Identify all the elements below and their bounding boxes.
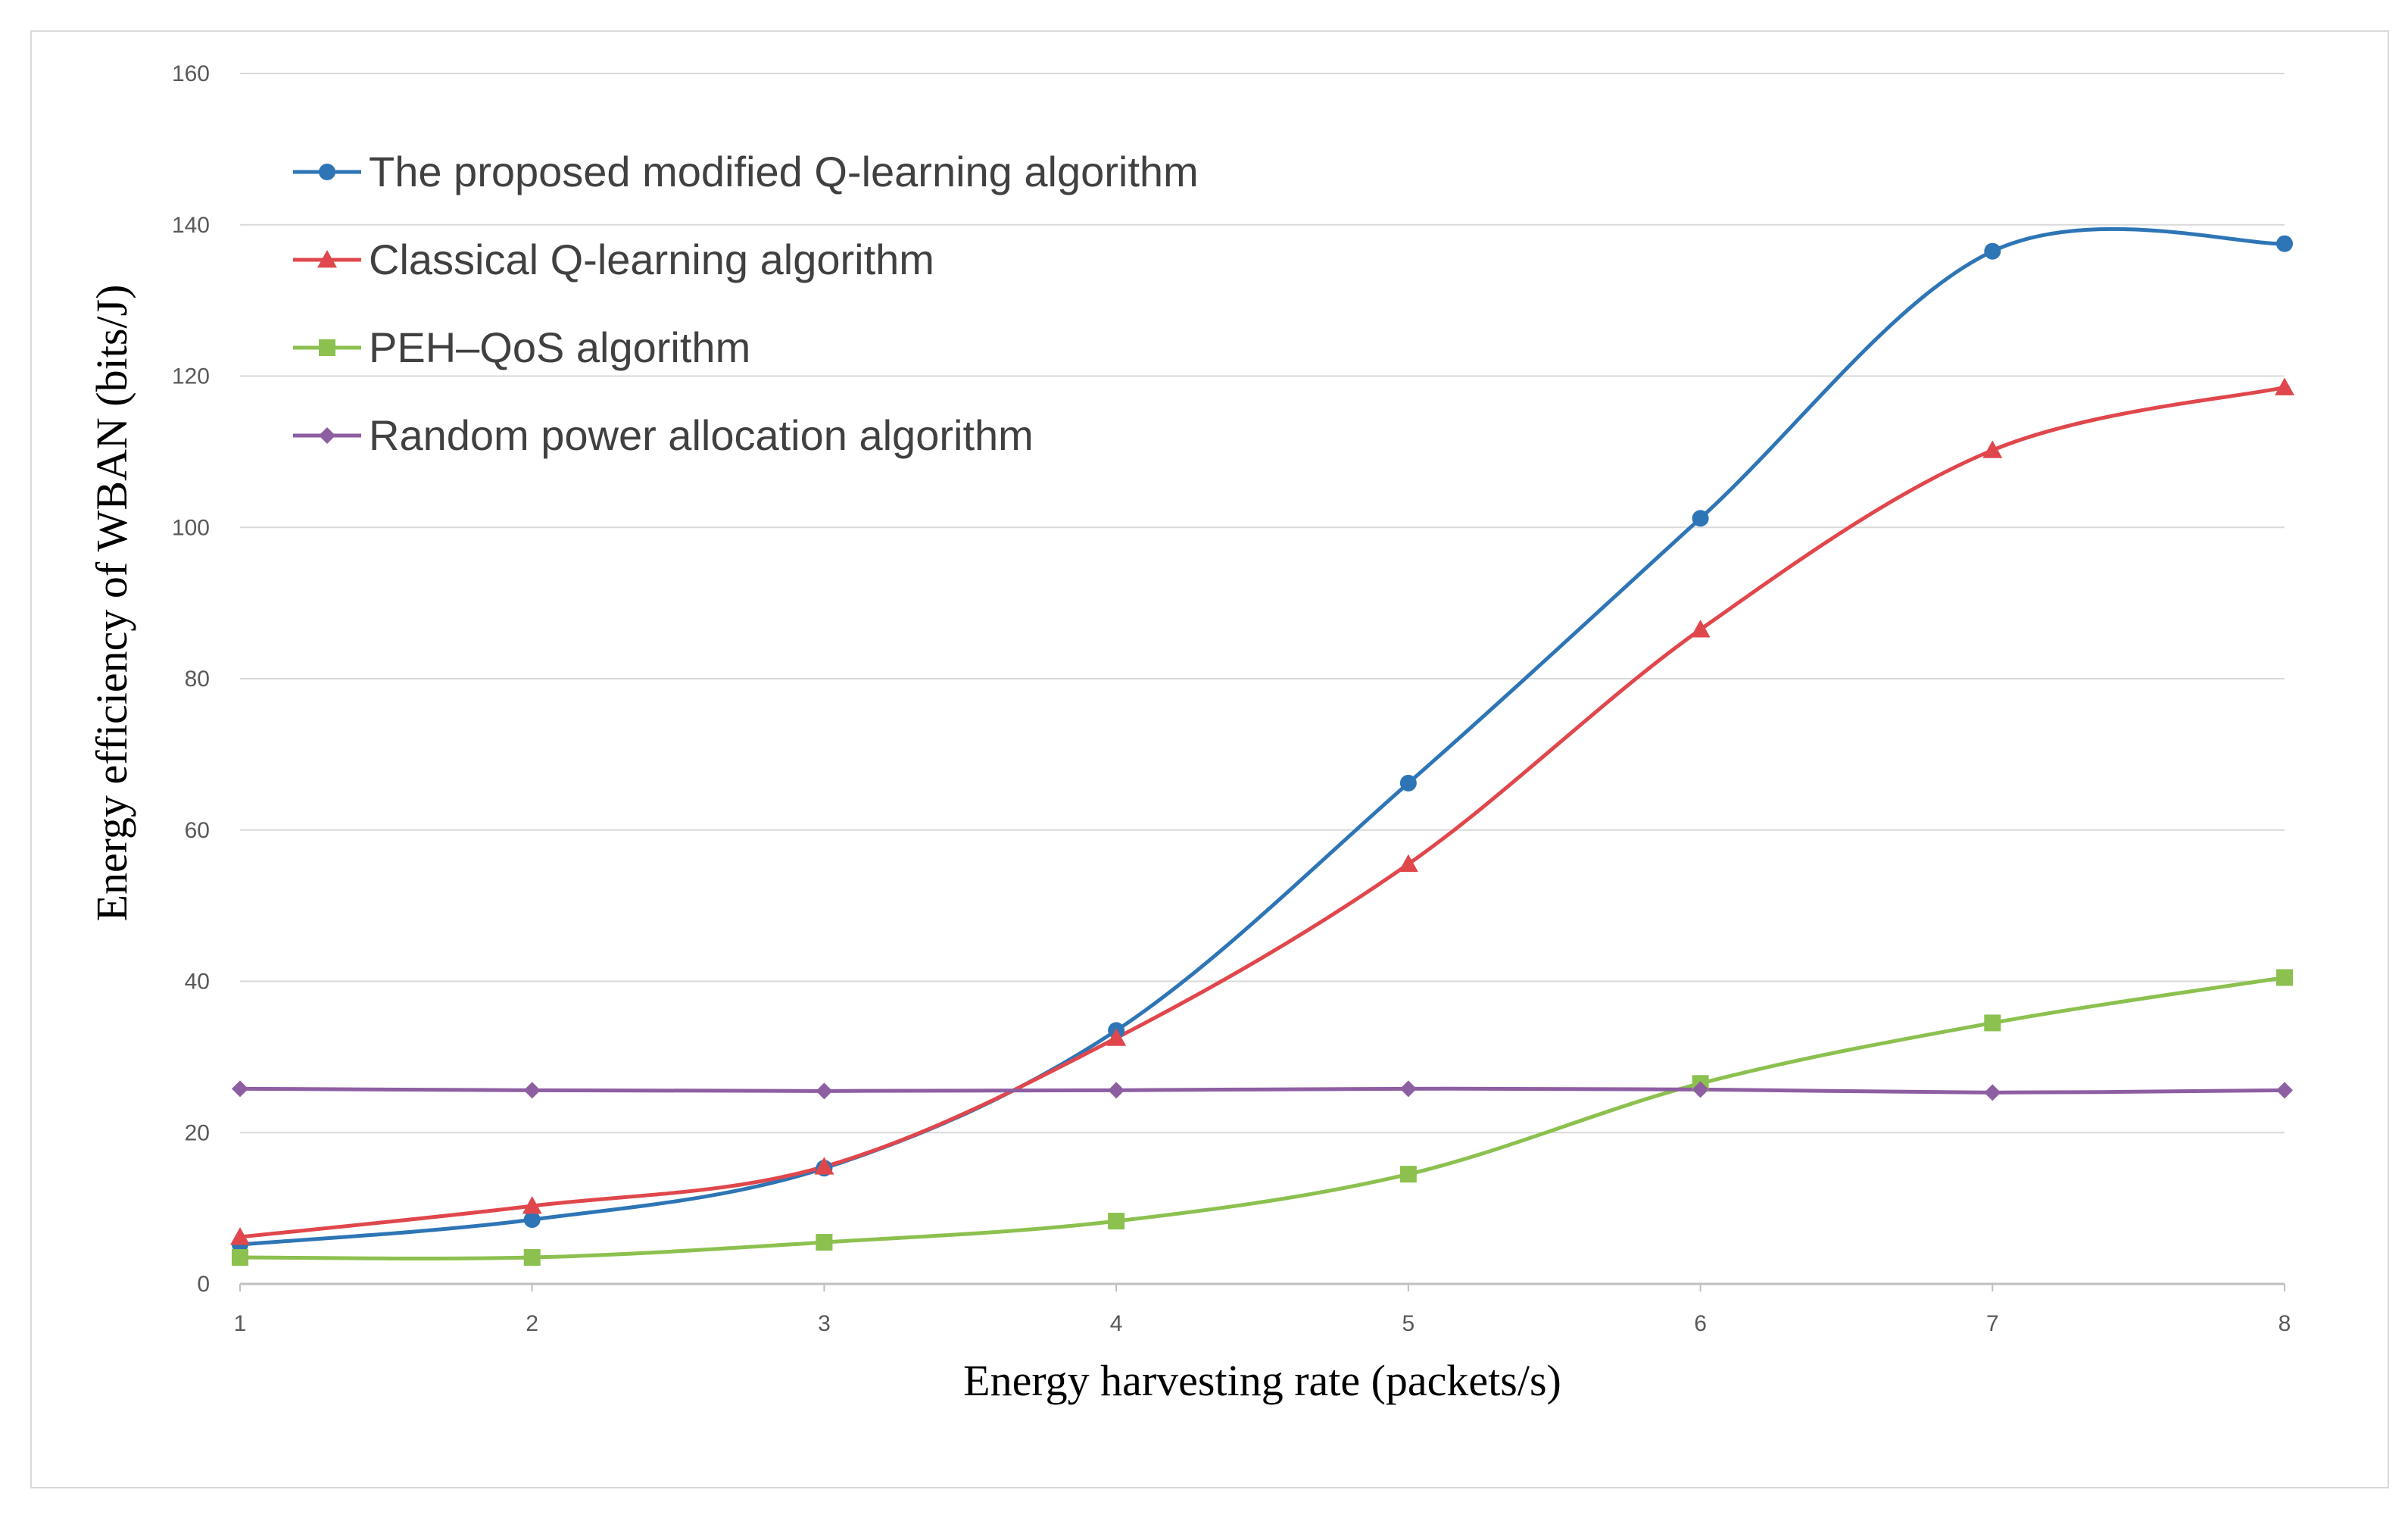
legend-item-proposed-q-learning: The proposed modified Q-learning algorit…	[293, 148, 1199, 195]
y-tick-label-100: 100	[172, 515, 210, 540]
data-point-random-power-allocation-x5	[1399, 1080, 1417, 1098]
x-tick-label-6: 6	[1694, 1311, 1707, 1336]
series-markers	[230, 235, 2294, 1266]
y-axis-title: Energy efficiency of WBAN (bits/J)	[87, 285, 136, 922]
data-point-peh-qos-x3	[816, 1234, 833, 1251]
data-point-classical-q-learning-x6	[1690, 620, 1711, 638]
data-point-proposed-q-learning-x2	[523, 1211, 541, 1229]
data-point-classical-q-learning-x1	[230, 1227, 250, 1245]
data-point-random-power-allocation-x7	[1984, 1084, 2001, 1101]
data-point-random-power-allocation-x1	[232, 1080, 248, 1098]
data-point-peh-qos-x1	[232, 1249, 248, 1266]
y-tick-label-0: 0	[197, 1272, 210, 1297]
data-point-classical-q-learning-x4	[1106, 1028, 1127, 1046]
legend-swatch-marker-peh-qos	[319, 339, 335, 356]
data-point-peh-qos-x5	[1399, 1166, 1417, 1183]
legend-label-peh-qos: PEH–QoS algorithm	[369, 323, 750, 371]
data-point-proposed-q-learning-x7	[1984, 242, 2001, 260]
data-point-random-power-allocation-x6	[1692, 1081, 1709, 1098]
series-lines	[239, 226, 2285, 1261]
x-tick-label-7: 7	[1986, 1311, 1999, 1336]
legend-item-random-power-allocation: Random power allocation algorithm	[293, 411, 1034, 459]
data-point-random-power-allocation-x8	[2276, 1082, 2293, 1099]
data-point-random-power-allocation-x3	[816, 1082, 833, 1100]
y-tick-label-80: 80	[185, 667, 210, 692]
data-point-random-power-allocation-x2	[523, 1082, 541, 1099]
data-point-proposed-q-learning-x5	[1399, 774, 1417, 792]
data-point-peh-qos-x4	[1108, 1213, 1125, 1230]
series-line-peh-qos	[239, 976, 2285, 1261]
y-tick-label-160: 160	[172, 61, 210, 86]
x-tick-label-1: 1	[234, 1311, 247, 1336]
data-point-classical-q-learning-x5	[1398, 854, 1418, 873]
chart-frame: 0 20 40 60 80 100 120 140 160 1 2 3 4 5 6 7 8 The propos…	[30, 30, 2389, 1488]
x-tick-label-5: 5	[1402, 1311, 1415, 1336]
legend-label-proposed-q-learning: The proposed modified Q-learning algorit…	[369, 148, 1199, 195]
y-tick-label-40: 40	[185, 970, 210, 995]
legend-item-classical-q-learning: Classical Q-learning algorithm	[293, 236, 934, 283]
axes: 0 20 40 60 80 100 120 140 160 1 2 3 4 5 6 7 8	[172, 61, 2291, 1336]
data-point-proposed-q-learning-x8	[2276, 235, 2293, 252]
data-point-peh-qos-x8	[2276, 969, 2293, 986]
legend-swatch-marker-proposed-q-learning	[319, 164, 335, 180]
x-tick-label-3: 3	[818, 1311, 831, 1336]
series-line-random-power-allocation	[239, 1086, 2285, 1095]
y-tick-label-20: 20	[185, 1120, 210, 1145]
legend-item-peh-qos: PEH–QoS algorithm	[293, 323, 750, 371]
data-point-proposed-q-learning-x6	[1692, 510, 1709, 527]
y-tick-label-120: 120	[172, 364, 210, 389]
gridlines	[240, 73, 2285, 1134]
y-tick-label-60: 60	[185, 818, 210, 843]
data-point-classical-q-learning-x8	[2275, 377, 2294, 395]
series-line-proposed-q-learning	[239, 226, 2285, 1247]
legend-label-classical-q-learning: Classical Q-learning algorithm	[369, 236, 934, 283]
legend-swatch-marker-classical-q-learning	[317, 250, 337, 268]
legend-label-random-power-allocation: Random power allocation algorithm	[369, 411, 1034, 459]
line-chart: 0 20 40 60 80 100 120 140 160 1 2 3 4 5 6 7 8 The propos…	[87, 61, 2294, 1405]
data-point-classical-q-learning-x3	[814, 1157, 834, 1175]
data-point-classical-q-learning-x7	[1982, 440, 2003, 458]
x-tick-label-8: 8	[2279, 1311, 2291, 1336]
data-point-peh-qos-x7	[1984, 1014, 2001, 1032]
series-line-classical-q-learning	[239, 386, 2285, 1239]
y-tick-label-140: 140	[172, 213, 210, 238]
data-point-classical-q-learning-x2	[522, 1196, 542, 1214]
legend: The proposed modified Q-learning algorit…	[293, 148, 1199, 459]
data-point-peh-qos-x2	[523, 1249, 541, 1266]
x-tick-label-4: 4	[1110, 1311, 1123, 1336]
x-tick-label-2: 2	[526, 1311, 538, 1336]
x-axis-title: Energy harvesting rate (packets/s)	[963, 1356, 1561, 1405]
legend-swatch-marker-random-power-allocation	[319, 427, 335, 444]
data-point-random-power-allocation-x4	[1108, 1082, 1125, 1099]
